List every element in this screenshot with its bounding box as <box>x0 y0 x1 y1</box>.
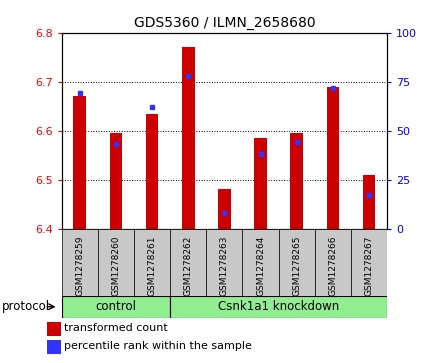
Bar <box>134 229 170 296</box>
Bar <box>326 87 339 229</box>
Bar <box>315 229 351 296</box>
Text: GSM1278262: GSM1278262 <box>184 235 193 296</box>
Bar <box>206 229 242 296</box>
Bar <box>146 114 158 229</box>
Bar <box>254 138 267 229</box>
Bar <box>170 229 206 296</box>
Text: GSM1278267: GSM1278267 <box>365 235 374 296</box>
Bar <box>62 296 170 318</box>
Text: GSM1278266: GSM1278266 <box>328 235 337 296</box>
Bar <box>363 175 375 229</box>
Bar <box>182 48 194 229</box>
Bar <box>279 229 315 296</box>
Bar <box>98 229 134 296</box>
Bar <box>47 340 61 354</box>
Text: GSM1278261: GSM1278261 <box>147 235 157 296</box>
Text: percentile rank within the sample: percentile rank within the sample <box>64 341 251 351</box>
Text: GSM1278263: GSM1278263 <box>220 235 229 296</box>
Text: Csnk1a1 knockdown: Csnk1a1 knockdown <box>218 300 339 313</box>
Text: GSM1278264: GSM1278264 <box>256 235 265 296</box>
Text: GSM1278259: GSM1278259 <box>75 235 84 296</box>
Text: GSM1278265: GSM1278265 <box>292 235 301 296</box>
Bar <box>47 322 61 335</box>
Text: transformed count: transformed count <box>64 323 167 333</box>
Bar <box>73 97 86 229</box>
Text: protocol: protocol <box>2 300 50 313</box>
Bar <box>290 133 303 229</box>
Bar <box>218 189 231 229</box>
Bar <box>170 296 387 318</box>
Bar <box>242 229 279 296</box>
Title: GDS5360 / ILMN_2658680: GDS5360 / ILMN_2658680 <box>134 16 315 30</box>
Text: GSM1278260: GSM1278260 <box>111 235 121 296</box>
Bar <box>351 229 387 296</box>
Bar <box>110 133 122 229</box>
Text: control: control <box>95 300 136 313</box>
Bar <box>62 229 98 296</box>
